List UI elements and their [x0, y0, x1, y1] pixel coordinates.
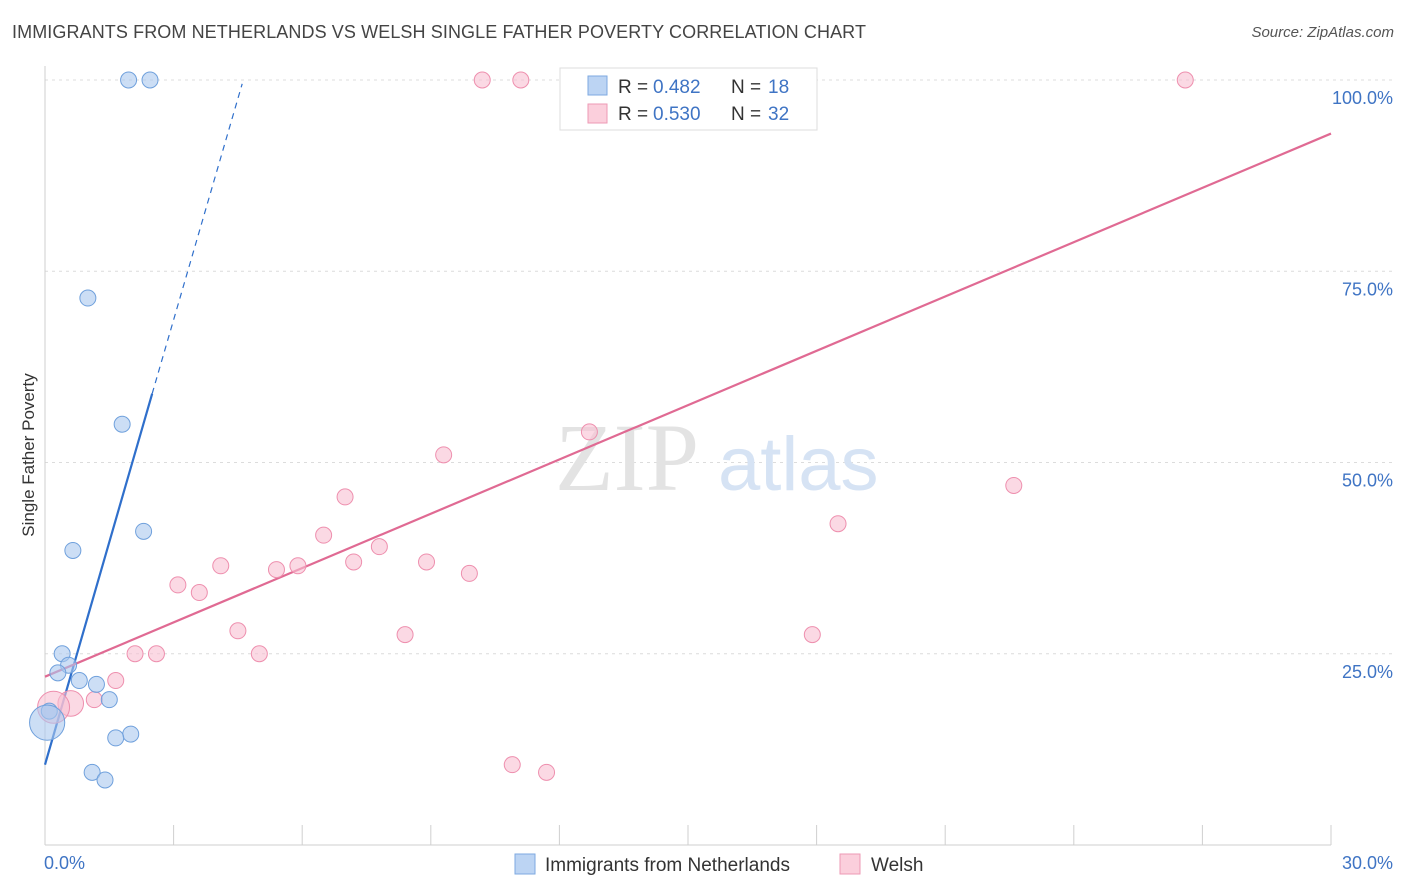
- legend-r-value-1: 0.482: [653, 77, 701, 98]
- netherlands-point-0: [120, 71, 138, 89]
- data-points: [29, 71, 1194, 789]
- legend-r-label-2: R =: [618, 104, 648, 125]
- bottom-legend: Immigrants from Netherlands Welsh: [514, 853, 923, 876]
- netherlands-point-2: [79, 289, 97, 307]
- welsh-point-5: [580, 423, 598, 441]
- netherlands-point-5: [64, 541, 82, 559]
- legend-n-value-1: 18: [768, 77, 789, 98]
- netherlands-point-9: [70, 672, 88, 690]
- welsh-point-9: [829, 515, 847, 533]
- welsh-point-0: [473, 71, 491, 89]
- welsh-point-30: [503, 756, 521, 774]
- welsh-point-16: [418, 553, 436, 571]
- welsh-point-19: [190, 584, 208, 602]
- watermark: ZIP atlas: [555, 404, 879, 511]
- welsh-point-7: [336, 488, 354, 506]
- netherlands-point-15: [107, 729, 125, 747]
- netherlands-point-1: [141, 71, 159, 89]
- gridlines: [45, 79, 1395, 655]
- welsh-point-12: [345, 553, 363, 571]
- welsh-point-31: [538, 763, 556, 781]
- netherlands-point-16: [83, 763, 101, 781]
- watermark-atlas: atlas: [718, 422, 879, 507]
- welsh-point-25: [250, 645, 268, 663]
- legend-n-value-2: 32: [768, 104, 789, 125]
- welsh-point-13: [289, 557, 307, 575]
- legend-swatch-netherlands: [587, 75, 608, 96]
- x-tick-label-0: 0.0%: [44, 853, 85, 873]
- trendline-netherlands-extension: [151, 83, 243, 394]
- netherlands-point-14: [122, 725, 140, 743]
- legend-r-value-2: 0.530: [653, 104, 701, 125]
- y-tick-label-1: 50.0%: [1342, 471, 1393, 491]
- welsh-point-17: [460, 564, 478, 582]
- netherlands-point-4: [135, 522, 153, 540]
- netherlands-point-8: [49, 664, 67, 682]
- welsh-point-15: [267, 561, 285, 579]
- welsh-point-1: [512, 71, 530, 89]
- welsh-point-10: [315, 526, 333, 544]
- bottom-legend-swatch-netherlands: [514, 853, 536, 875]
- netherlands-point-3: [113, 415, 131, 433]
- netherlands-point-11: [100, 691, 118, 709]
- netherlands-point-10: [87, 675, 105, 693]
- welsh-point-22: [803, 626, 821, 644]
- trendline-welsh: [44, 132, 1332, 678]
- x-tick-label-1: 30.0%: [1342, 853, 1393, 873]
- legend-swatch-welsh: [587, 103, 608, 124]
- netherlands-point-13: [29, 704, 66, 741]
- welsh-point-23: [126, 645, 144, 663]
- welsh-point-6: [435, 446, 453, 464]
- y-tick-label-2: 75.0%: [1342, 279, 1393, 299]
- welsh-point-18: [169, 576, 187, 594]
- y-axis-title: Single Father Poverty: [19, 373, 38, 537]
- y-tick-label-0: 25.0%: [1342, 662, 1393, 682]
- tick-labels: 25.0% 50.0% 75.0% 100.0% 0.0% 30.0%: [44, 88, 1393, 873]
- legend-n-label-2: N =: [731, 104, 761, 125]
- legend-n-label-1: N =: [731, 77, 761, 98]
- y-tick-label-3: 100.0%: [1332, 88, 1393, 108]
- legend: R = 0.482 N = 18 R = 0.530 N = 32: [559, 67, 818, 131]
- welsh-point-26: [107, 672, 125, 690]
- watermark-zip: ZIP: [555, 404, 699, 511]
- welsh-point-4: [1176, 71, 1194, 89]
- legend-r-label-1: R =: [618, 77, 648, 98]
- bottom-legend-label-netherlands: Immigrants from Netherlands: [545, 855, 790, 876]
- bottom-legend-swatch-welsh: [839, 853, 861, 875]
- welsh-point-21: [396, 626, 414, 644]
- netherlands-point-17: [96, 771, 114, 789]
- chart-title: IMMIGRANTS FROM NETHERLANDS VS WELSH SIN…: [12, 22, 867, 42]
- welsh-point-11: [370, 538, 388, 556]
- welsh-point-20: [229, 622, 247, 640]
- bottom-legend-label-welsh: Welsh: [871, 855, 923, 876]
- welsh-point-14: [212, 557, 230, 575]
- welsh-point-24: [147, 645, 165, 663]
- welsh-point-8: [1005, 476, 1023, 494]
- welsh-point-27: [85, 691, 103, 709]
- source-credit: Source: ZipAtlas.com: [1251, 24, 1394, 41]
